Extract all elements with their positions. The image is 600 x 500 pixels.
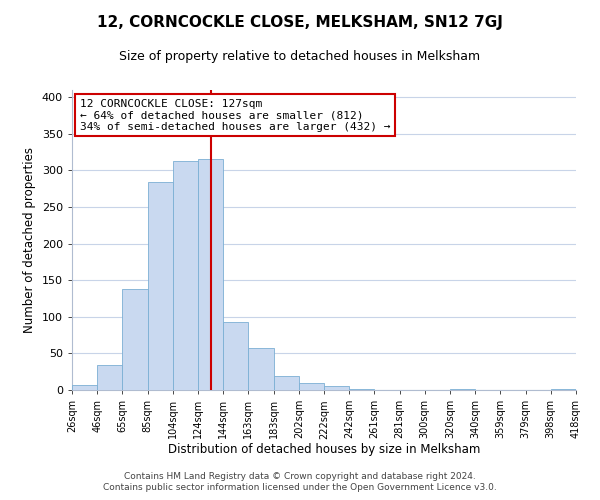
Bar [198,159,223,390]
Text: Contains HM Land Registry data © Crown copyright and database right 2024.: Contains HM Land Registry data © Crown c… [124,472,476,481]
Bar [97,365,122,390]
Y-axis label: Number of detached properties: Number of detached properties [23,147,36,333]
Bar [274,376,299,390]
Text: Contains public sector information licensed under the Open Government Licence v3: Contains public sector information licen… [103,484,497,492]
Bar [324,386,349,390]
Text: 12, CORNCOCKLE CLOSE, MELKSHAM, SN12 7GJ: 12, CORNCOCKLE CLOSE, MELKSHAM, SN12 7GJ [97,15,503,30]
Bar [173,161,198,390]
Bar [248,348,274,390]
Text: 12 CORNCOCKLE CLOSE: 127sqm
← 64% of detached houses are smaller (812)
34% of se: 12 CORNCOCKLE CLOSE: 127sqm ← 64% of det… [80,99,390,132]
Text: Distribution of detached houses by size in Melksham: Distribution of detached houses by size … [168,442,480,456]
Bar [223,322,248,390]
Bar [122,289,148,390]
Bar [148,182,173,390]
Text: Size of property relative to detached houses in Melksham: Size of property relative to detached ho… [119,50,481,63]
Bar [72,385,97,390]
Bar [299,382,324,390]
